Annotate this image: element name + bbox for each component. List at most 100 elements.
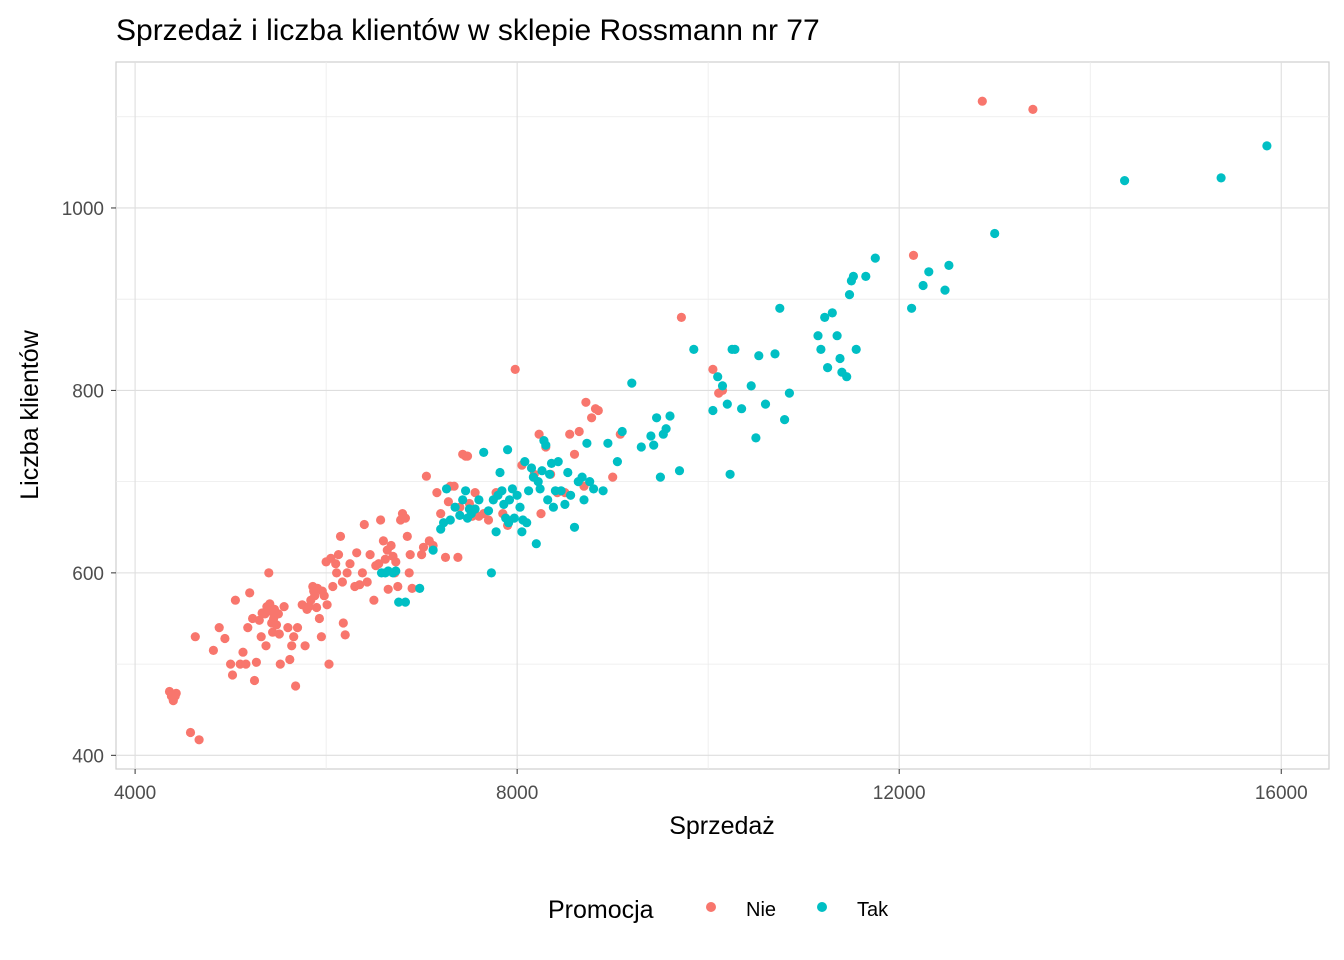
chart-title: Sprzedaż i liczba klientów w sklepie Ros… — [116, 14, 820, 47]
point-tak — [823, 363, 833, 373]
point-nie — [261, 641, 271, 651]
point-tak — [533, 477, 543, 487]
point-tak — [553, 457, 563, 467]
point-nie — [908, 250, 919, 260]
point-tak — [870, 253, 880, 263]
point-tak — [524, 486, 534, 496]
point-tak — [470, 504, 480, 514]
point-nie — [393, 581, 403, 592]
y-tick-label: 1000 — [62, 199, 104, 220]
point-tak — [844, 290, 855, 300]
point-tak — [497, 486, 507, 496]
point-tak — [813, 331, 823, 341]
point-nie — [402, 531, 412, 542]
point-nie — [208, 645, 218, 656]
point-nie — [342, 568, 352, 578]
point-tak — [722, 399, 732, 409]
point-nie — [345, 559, 355, 569]
point-nie — [251, 657, 261, 667]
point-tak — [535, 484, 545, 494]
point-nie — [335, 531, 346, 542]
point-nie — [310, 591, 320, 601]
point-tak — [708, 405, 718, 416]
x-tick-label: 12000 — [873, 783, 926, 804]
point-tak — [415, 583, 425, 594]
point-nie — [273, 609, 283, 619]
point-nie — [369, 595, 379, 605]
point-tak — [598, 486, 608, 496]
point-nie — [587, 413, 597, 423]
point-nie — [355, 580, 365, 590]
point-nie — [676, 312, 687, 322]
point-nie — [289, 632, 299, 642]
point-nie — [241, 659, 251, 669]
point-nie — [340, 630, 350, 640]
point-nie — [331, 559, 341, 569]
point-tak — [725, 469, 735, 479]
point-tak — [627, 378, 637, 388]
point-nie — [565, 429, 575, 439]
point-tak — [827, 308, 837, 318]
point-nie — [405, 550, 415, 560]
point-nie — [324, 659, 334, 669]
point-tak — [717, 381, 728, 391]
point-tak — [940, 285, 950, 295]
point-tak — [531, 539, 541, 549]
legend-label-tak: Tak — [857, 899, 889, 921]
point-tak — [1216, 173, 1226, 183]
point-tak — [400, 597, 410, 607]
point-tak — [461, 486, 471, 496]
point-nie — [319, 591, 329, 601]
point-nie — [279, 602, 289, 612]
point-nie — [256, 632, 266, 642]
point-nie — [1028, 104, 1038, 114]
point-nie — [362, 577, 372, 587]
point-tak — [479, 447, 489, 457]
point-nie — [214, 623, 224, 633]
point-tak — [760, 399, 771, 409]
legend-title: Promocja — [548, 896, 654, 924]
point-tak — [441, 484, 452, 494]
point-tak — [569, 522, 580, 532]
point-tak — [737, 404, 747, 414]
point-tak — [503, 445, 513, 455]
point-tak — [483, 506, 494, 516]
point-tak — [556, 486, 566, 496]
point-nie — [391, 557, 401, 567]
point-nie — [322, 600, 332, 610]
y-axis-title: Liczba klientów — [16, 329, 44, 499]
point-nie — [357, 568, 367, 578]
point-tak — [458, 495, 468, 505]
point-nie — [285, 654, 295, 665]
plot-panel-border — [115, 61, 1330, 770]
point-tak — [612, 457, 623, 467]
point-nie — [245, 588, 255, 598]
point-nie — [536, 508, 546, 519]
point-tak — [491, 527, 501, 537]
point-tak — [617, 426, 627, 437]
y-axis-ticks: 400 600 800 1000 — [62, 199, 116, 767]
series-nie-points — [164, 96, 1038, 745]
point-tak — [577, 472, 587, 482]
point-nie — [608, 472, 618, 482]
point-nie — [243, 623, 253, 633]
point-tak — [1120, 176, 1130, 186]
point-tak — [522, 518, 532, 528]
point-tak — [509, 513, 519, 523]
point-tak — [816, 344, 826, 354]
point-tak — [689, 344, 699, 354]
point-tak — [848, 271, 859, 281]
point-tak — [548, 502, 559, 512]
point-tak — [545, 469, 555, 479]
x-tick-label: 4000 — [114, 783, 156, 804]
point-nie — [574, 426, 584, 437]
legend: Promocja Nie Tak — [548, 896, 889, 924]
point-tak — [770, 349, 780, 359]
point-nie — [314, 613, 324, 624]
point-tak — [515, 502, 525, 512]
point-tak — [391, 566, 401, 576]
point-nie — [332, 568, 342, 578]
point-tak — [566, 490, 576, 500]
point-nie — [593, 405, 603, 416]
